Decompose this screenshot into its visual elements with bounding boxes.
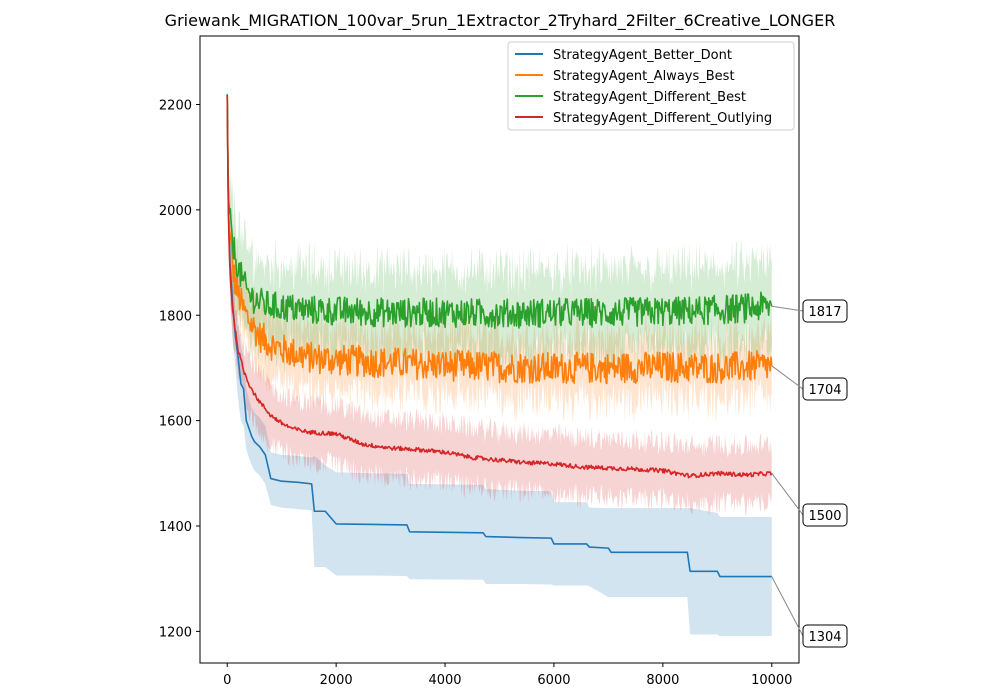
callout-label: 1500	[808, 509, 841, 524]
callout-label: 1817	[808, 305, 841, 320]
line-strategyagent-different-best	[226, 94, 773, 330]
legend-label: StrategyAgent_Always_Best	[553, 69, 735, 84]
series-lines	[226, 94, 773, 578]
x-tick-label: 10000	[751, 673, 792, 688]
callout-box	[802, 299, 848, 323]
legend-label: StrategyAgent_Different_Outlying	[553, 111, 772, 126]
band-strategyagent-better-dont	[227, 83, 772, 637]
y-tick-label: 1800	[159, 309, 192, 324]
y-axis: 1200 1400 1600 1800 2000 2200	[159, 98, 200, 640]
plot-frame	[199, 35, 800, 664]
line-strategyagent-always-best	[226, 94, 773, 385]
line-strategyagent-different-outlying	[226, 94, 773, 479]
x-axis: 0 2000 4000 6000 8000 10000	[223, 663, 792, 688]
callout-label: 1704	[808, 383, 841, 398]
y-tick-label: 1600	[159, 415, 192, 430]
legend-box	[507, 41, 795, 131]
callout-leader	[771, 365, 804, 390]
y-tick-label: 1400	[159, 520, 192, 535]
chart-title: Griewank_MIGRATION_100var_5run_1Extracto…	[164, 11, 836, 30]
x-tick-label: 0	[223, 673, 231, 688]
final-value-callouts: 1817 1704 1500 1304	[771, 299, 848, 648]
y-tick-label: 2000	[159, 204, 192, 219]
y-tick-label: 2200	[159, 98, 192, 113]
band-strategyagent-different-outlying	[227, 92, 772, 516]
callout-box	[802, 503, 848, 527]
legend: StrategyAgent_Better_Dont StrategyAgent_A…	[507, 41, 795, 131]
callout-leader	[771, 576, 804, 637]
legend-label: StrategyAgent_Better_Dont	[553, 48, 732, 63]
legend-label: StrategyAgent_Different_Best	[553, 90, 746, 105]
x-tick-label: 2000	[320, 673, 353, 688]
x-tick-label: 4000	[428, 673, 461, 688]
line-strategyagent-better-dont	[226, 95, 772, 578]
band-strategyagent-different-best	[227, 89, 772, 384]
y-tick-label: 1200	[159, 625, 192, 640]
callout-label: 1304	[808, 630, 841, 645]
x-tick-label: 6000	[537, 673, 570, 688]
callout-leader	[771, 305, 804, 312]
band-strategyagent-always-best	[227, 91, 772, 425]
x-tick-label: 8000	[646, 673, 679, 688]
callout-box	[802, 377, 848, 401]
callout-leader	[771, 473, 804, 516]
callout-box	[802, 624, 848, 648]
